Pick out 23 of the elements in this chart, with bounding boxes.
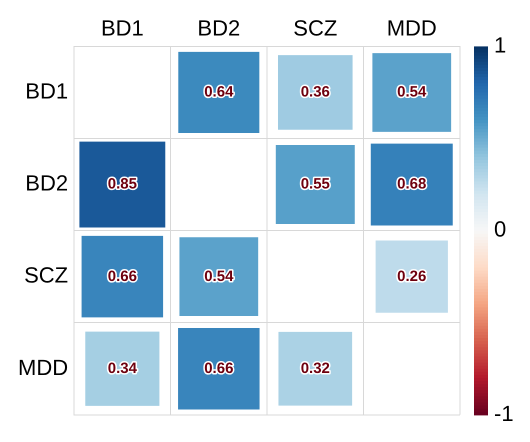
data-label: 0.68: [397, 176, 426, 193]
y-tick-label: BD1: [25, 78, 68, 104]
y-tick-label: SCZ: [24, 262, 68, 288]
x-tick-label: SCZ: [293, 15, 338, 40]
data-label: 0.66: [108, 268, 137, 285]
color-bar-label: -1: [494, 400, 514, 426]
data-label: 0.54: [397, 84, 428, 101]
data-label: 0.26: [397, 268, 426, 285]
data-label: 0.32: [300, 360, 330, 377]
y-tick-label: BD2: [25, 170, 68, 196]
data-label: 0.66: [204, 360, 234, 377]
data-label: 0.64: [204, 84, 234, 101]
x-tick-label: BD2: [197, 15, 240, 40]
data-label: 0.54: [204, 268, 234, 285]
data-label: 0.36: [300, 84, 330, 101]
x-tick-label: BD1: [100, 15, 144, 40]
color-bar-label: 0: [494, 216, 506, 242]
y-tick-label: MDD: [18, 354, 68, 380]
data-label: 0.85: [108, 176, 137, 193]
data-label: 0.34: [108, 360, 138, 377]
color-bar-label: 1: [494, 32, 506, 58]
x-tick-label: MDD: [386, 15, 437, 40]
data-label: 0.55: [300, 176, 330, 193]
